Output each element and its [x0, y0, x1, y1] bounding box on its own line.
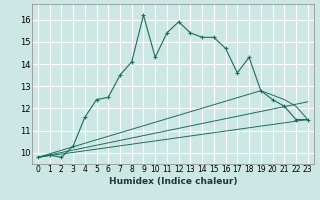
- X-axis label: Humidex (Indice chaleur): Humidex (Indice chaleur): [108, 177, 237, 186]
